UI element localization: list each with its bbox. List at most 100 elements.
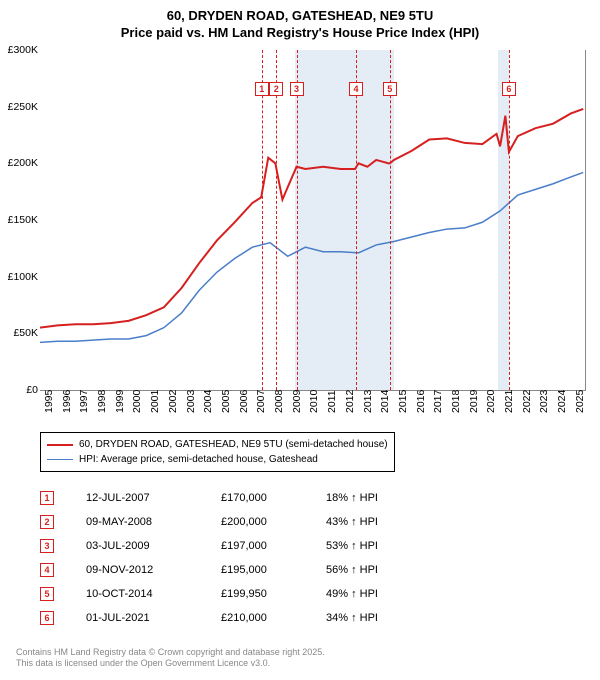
transaction-row: 209-MAY-2008£200,00043% ↑ HPI (40, 510, 446, 534)
marker-vline (390, 50, 391, 390)
series-line (40, 109, 583, 328)
x-tick-label: 2018 (450, 390, 462, 413)
marker-vline (509, 50, 510, 390)
title-line-1: 60, DRYDEN ROAD, GATESHEAD, NE9 5TU (0, 8, 600, 25)
x-tick-label: 2005 (220, 390, 232, 413)
x-tick-label: 1997 (78, 390, 90, 413)
transaction-price: £199,950 (221, 588, 326, 600)
marker-vline (297, 50, 298, 390)
marker-vline (262, 50, 263, 390)
chart-container: 60, DRYDEN ROAD, GATESHEAD, NE9 5TU Pric… (0, 0, 600, 680)
legend-swatch (47, 459, 73, 461)
y-tick-label: £150K (0, 214, 38, 226)
transaction-price: £195,000 (221, 564, 326, 576)
y-tick-label: £250K (0, 101, 38, 113)
title-line-2: Price paid vs. HM Land Registry's House … (0, 25, 600, 42)
y-tick-label: £300K (0, 44, 38, 56)
transaction-marker: 2 (40, 515, 54, 529)
x-tick-label: 1996 (61, 390, 73, 413)
legend-item: HPI: Average price, semi-detached house,… (47, 452, 388, 467)
x-tick-label: 2016 (415, 390, 427, 413)
transaction-pct: 43% ↑ HPI (326, 516, 446, 528)
x-tick-label: 2025 (574, 390, 586, 413)
footer-attribution: Contains HM Land Registry data © Crown c… (16, 647, 325, 670)
y-tick-label: £50K (0, 327, 38, 339)
transaction-date: 12-JUL-2007 (54, 492, 221, 504)
transaction-row: 112-JUL-2007£170,00018% ↑ HPI (40, 486, 446, 510)
y-tick-label: £200K (0, 157, 38, 169)
x-tick-label: 2023 (538, 390, 550, 413)
legend-item: 60, DRYDEN ROAD, GATESHEAD, NE9 5TU (sem… (47, 437, 388, 452)
x-tick-label: 1995 (43, 390, 55, 413)
transaction-pct: 53% ↑ HPI (326, 540, 446, 552)
y-tick-label: £100K (0, 271, 38, 283)
x-tick-label: 2001 (149, 390, 161, 413)
x-tick-label: 2008 (273, 390, 285, 413)
x-tick-label: 2007 (255, 390, 267, 413)
footer-line-1: Contains HM Land Registry data © Crown c… (16, 647, 325, 659)
x-tick-label: 1998 (96, 390, 108, 413)
x-tick-label: 2013 (362, 390, 374, 413)
marker-vline (276, 50, 277, 390)
transaction-price: £170,000 (221, 492, 326, 504)
transaction-marker: 5 (40, 587, 54, 601)
x-tick-label: 2002 (167, 390, 179, 413)
transaction-price: £210,000 (221, 612, 326, 624)
x-tick-label: 2000 (131, 390, 143, 413)
x-tick-label: 2022 (521, 390, 533, 413)
chart-marker: 1 (255, 82, 269, 96)
transaction-price: £197,000 (221, 540, 326, 552)
x-tick-label: 2004 (202, 390, 214, 413)
transaction-marker: 1 (40, 491, 54, 505)
x-tick-label: 2010 (308, 390, 320, 413)
marker-vline (356, 50, 357, 390)
legend-label: HPI: Average price, semi-detached house,… (79, 452, 318, 467)
chart-marker: 2 (269, 82, 283, 96)
x-tick-label: 2024 (556, 390, 568, 413)
x-tick-label: 2006 (238, 390, 250, 413)
chart-title: 60, DRYDEN ROAD, GATESHEAD, NE9 5TU Pric… (0, 0, 600, 42)
transaction-marker: 6 (40, 611, 54, 625)
transaction-price: £200,000 (221, 516, 326, 528)
transaction-row: 601-JUL-2021£210,00034% ↑ HPI (40, 606, 446, 630)
transaction-row: 409-NOV-2012£195,00056% ↑ HPI (40, 558, 446, 582)
line-layer (40, 50, 585, 390)
transaction-pct: 56% ↑ HPI (326, 564, 446, 576)
x-tick-label: 2019 (468, 390, 480, 413)
footer-line-2: This data is licensed under the Open Gov… (16, 658, 325, 670)
x-tick-label: 2012 (344, 390, 356, 413)
x-tick-label: 2017 (432, 390, 444, 413)
x-tick-label: 2011 (326, 390, 338, 413)
chart-marker: 5 (383, 82, 397, 96)
transaction-row: 303-JUL-2009£197,00053% ↑ HPI (40, 534, 446, 558)
x-tick-label: 2015 (397, 390, 409, 413)
x-tick-label: 2020 (485, 390, 497, 413)
transaction-date: 03-JUL-2009 (54, 540, 221, 552)
transaction-date: 09-NOV-2012 (54, 564, 221, 576)
plot-region: £0£50K£100K£150K£200K£250K£300K199519961… (40, 50, 586, 391)
x-tick-label: 1999 (114, 390, 126, 413)
transaction-marker: 3 (40, 539, 54, 553)
x-tick-label: 2021 (503, 390, 515, 413)
x-tick-label: 2014 (379, 390, 391, 413)
x-tick-label: 2009 (291, 390, 303, 413)
transaction-pct: 18% ↑ HPI (326, 492, 446, 504)
chart-marker: 4 (349, 82, 363, 96)
transaction-pct: 34% ↑ HPI (326, 612, 446, 624)
transaction-marker: 4 (40, 563, 54, 577)
transaction-row: 510-OCT-2014£199,95049% ↑ HPI (40, 582, 446, 606)
legend: 60, DRYDEN ROAD, GATESHEAD, NE9 5TU (sem… (40, 432, 395, 472)
chart-area: £0£50K£100K£150K£200K£250K£300K199519961… (40, 50, 585, 390)
chart-marker: 6 (502, 82, 516, 96)
y-tick-label: £0 (0, 384, 38, 396)
transaction-pct: 49% ↑ HPI (326, 588, 446, 600)
transaction-date: 10-OCT-2014 (54, 588, 221, 600)
x-tick-label: 2003 (185, 390, 197, 413)
series-line (40, 172, 583, 342)
transaction-date: 09-MAY-2008 (54, 516, 221, 528)
legend-label: 60, DRYDEN ROAD, GATESHEAD, NE9 5TU (sem… (79, 437, 388, 452)
transaction-date: 01-JUL-2021 (54, 612, 221, 624)
chart-marker: 3 (290, 82, 304, 96)
legend-swatch (47, 444, 73, 446)
transaction-table: 112-JUL-2007£170,00018% ↑ HPI209-MAY-200… (40, 486, 446, 630)
